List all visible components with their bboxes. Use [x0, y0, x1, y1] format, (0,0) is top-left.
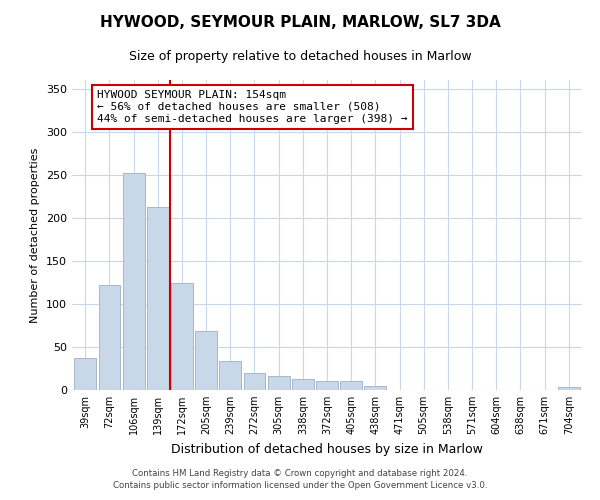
Bar — [195, 332, 217, 390]
Text: HYWOOD, SEYMOUR PLAIN, MARLOW, SL7 3DA: HYWOOD, SEYMOUR PLAIN, MARLOW, SL7 3DA — [100, 15, 500, 30]
Bar — [147, 208, 169, 390]
Text: Contains public sector information licensed under the Open Government Licence v3: Contains public sector information licen… — [113, 481, 487, 490]
Bar — [244, 373, 265, 390]
Bar — [292, 379, 314, 390]
Text: Contains HM Land Registry data © Crown copyright and database right 2024.: Contains HM Land Registry data © Crown c… — [132, 468, 468, 477]
Bar — [74, 358, 96, 390]
X-axis label: Distribution of detached houses by size in Marlow: Distribution of detached houses by size … — [171, 442, 483, 456]
Bar — [171, 283, 193, 390]
Text: HYWOOD SEYMOUR PLAIN: 154sqm
← 56% of detached houses are smaller (508)
44% of s: HYWOOD SEYMOUR PLAIN: 154sqm ← 56% of de… — [97, 90, 408, 124]
Y-axis label: Number of detached properties: Number of detached properties — [31, 148, 40, 322]
Bar — [316, 382, 338, 390]
Bar — [98, 285, 121, 390]
Bar — [340, 382, 362, 390]
Bar — [364, 386, 386, 390]
Bar — [558, 388, 580, 390]
Text: Size of property relative to detached houses in Marlow: Size of property relative to detached ho… — [128, 50, 472, 63]
Bar — [220, 360, 241, 390]
Bar — [123, 173, 145, 390]
Bar — [268, 376, 290, 390]
